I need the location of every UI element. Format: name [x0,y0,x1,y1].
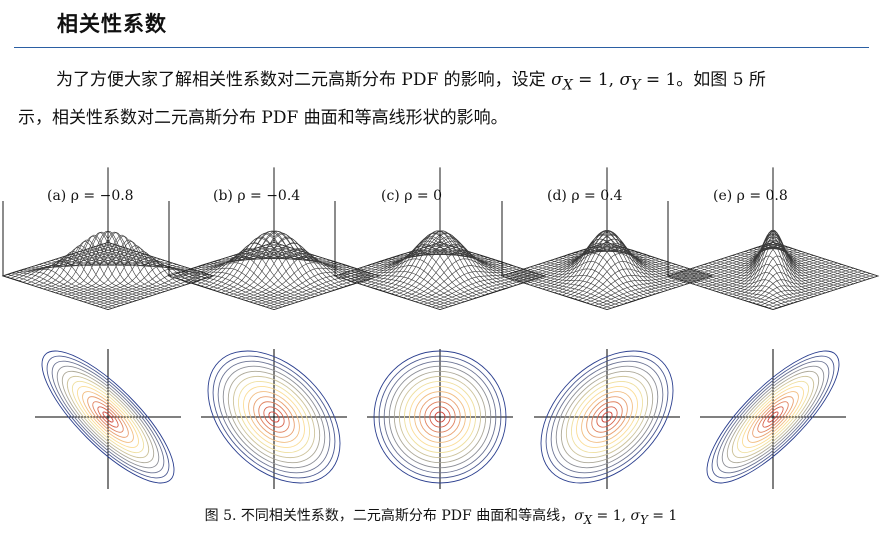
sigma-x-subscript: X [562,77,573,94]
surface-axes-box [666,167,880,311]
panel-label-b: (b) ρ = −0.4 [213,188,301,204]
caption-sub-y: Y [640,512,648,527]
panel-label-d: (d) ρ = 0.4 [547,188,623,204]
figure-caption: 图 5. 不同相关性系数，二元高斯分布 PDF 曲面和等高线，σX = 1, σ… [0,505,882,527]
panel-label-e: (e) ρ = 0.8 [713,188,788,204]
caption-mid: = 1, [592,508,631,524]
surface-axes-box [333,167,547,311]
paragraph-line-1: 为了方便大家了解相关性系数对二元高斯分布 PDF 的影响，设定 σX = 1, … [18,64,858,102]
caption-sigma-x: σ [574,508,584,524]
pdf-surface-mesh [334,230,546,310]
contour-plot [700,349,846,489]
sigma-y-subscript: Y [631,77,641,94]
caption-prefix: 图 5. 不同相关性系数，二元高斯分布 PDF 曲面和等高线， [204,508,575,524]
caption-sigma-y: σ [630,508,641,524]
paragraph-prefix: 为了方便大家了解相关性系数对二元高斯分布 PDF 的影响，设定 [56,70,552,90]
caption-sub-x: X [583,512,593,527]
contour-plot [35,349,181,489]
pdf-surface-mesh [168,230,380,310]
panel-e [666,167,880,489]
contour-plot [367,349,513,489]
surface-axes-box [500,167,714,311]
panel-d [500,167,714,489]
caption-suffix: = 1 [647,508,678,524]
surface-axes-box [167,167,381,311]
section-title: 相关性系数 [57,12,167,36]
title-divider [14,47,869,48]
paragraph-mid: = 1, [572,70,620,90]
paragraph-line-2: 示，相关性系数对二元高斯分布 PDF 曲面和等高线形状的影响。 [18,108,508,129]
panel-a [1,167,215,489]
paragraph-suffix: = 1。如图 5 所 [640,70,766,90]
contour-plot [201,349,347,489]
panel-label-a: (a) ρ = −0.8 [47,188,134,204]
pdf-surface-mesh [667,229,879,310]
panel-b [167,167,381,489]
panel-c [333,167,547,489]
contour-plot [534,349,680,489]
pdf-surface-mesh [2,230,214,310]
sigma-x-symbol: σ [551,70,563,90]
panel-label-c: (c) ρ = 0 [381,188,442,204]
sigma-y-symbol: σ [619,70,632,90]
body-paragraph: 为了方便大家了解相关性系数对二元高斯分布 PDF 的影响，设定 σX = 1, … [18,64,858,135]
